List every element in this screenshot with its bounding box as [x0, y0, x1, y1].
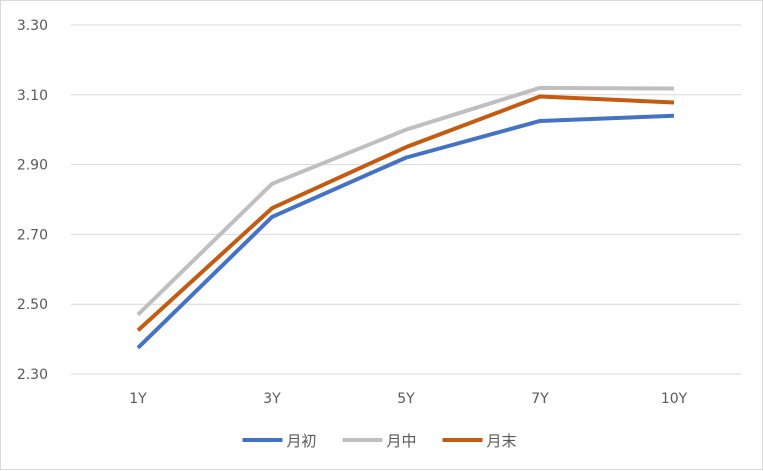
x-tick-label: 5Y	[397, 391, 415, 407]
legend-label: 月中	[387, 432, 417, 450]
y-tick-label: 2.90	[17, 158, 48, 174]
legend-label: 月末	[487, 432, 517, 450]
series-lines	[136, 85, 675, 350]
x-tick-label: 10Y	[661, 391, 688, 407]
y-tick-label: 3.30	[17, 18, 48, 34]
x-tick-label: 1Y	[129, 391, 147, 407]
gridlines	[71, 24, 741, 375]
series-line-2	[136, 94, 675, 332]
legend: 月初 月中 月末	[242, 432, 517, 450]
x-tick-label: 7Y	[531, 391, 549, 407]
series-line-1	[136, 85, 675, 317]
x-axis-tick-labels: 1Y 3Y 5Y 7Y 10Y	[129, 391, 687, 407]
y-tick-label: 2.50	[17, 297, 48, 313]
y-tick-label: 2.30	[17, 367, 48, 383]
x-tick-label: 3Y	[263, 391, 281, 407]
y-tick-label: 3.10	[17, 88, 48, 104]
series-line-0	[136, 113, 675, 350]
y-tick-label: 2.70	[17, 227, 48, 243]
legend-label: 月初	[287, 432, 317, 450]
y-axis-tick-labels: 2.30 2.50 2.70 2.90 3.10 3.30	[17, 18, 48, 383]
